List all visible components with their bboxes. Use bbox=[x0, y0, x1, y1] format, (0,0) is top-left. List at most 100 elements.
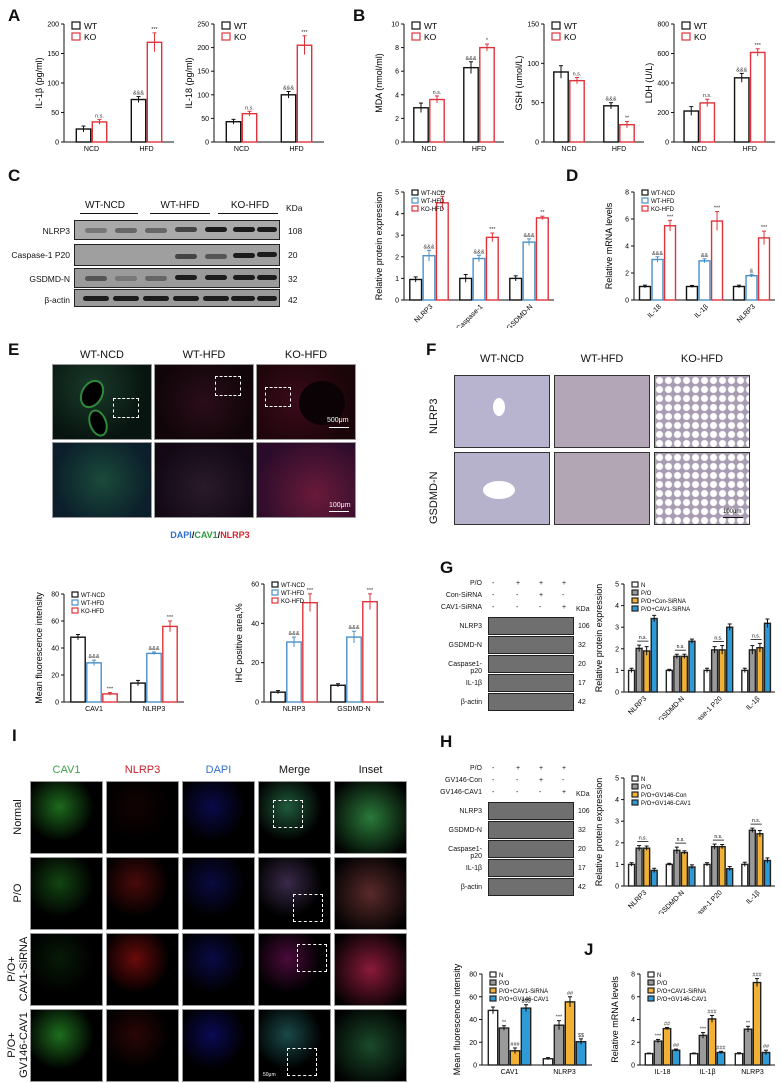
fluorescence-image bbox=[106, 781, 179, 854]
blot-band bbox=[488, 655, 574, 673]
svg-text:P/O+CAV1-SiRNA: P/O+CAV1-SiRNA bbox=[657, 989, 706, 995]
svg-text:2: 2 bbox=[631, 1040, 635, 1047]
blot-band bbox=[488, 878, 574, 896]
svg-text:***: *** bbox=[655, 1033, 662, 1039]
svg-text:Mean fluorescence intensity: Mean fluorescence intensity bbox=[452, 963, 462, 1075]
sign: + bbox=[539, 592, 544, 599]
blot-row-label: GSDMD-N bbox=[29, 274, 70, 284]
western-blot-h: P/O GV146-Con GV146-CAV1 - + + + - - + -… bbox=[440, 763, 590, 898]
svg-text:WT-NCD: WT-NCD bbox=[281, 583, 306, 589]
fluorescence-image bbox=[30, 933, 103, 1006]
column-label-cav1: CAV1 bbox=[52, 764, 81, 776]
blot-row-label: NLRP3 bbox=[459, 808, 482, 815]
svg-text:WT-NCD: WT-NCD bbox=[651, 191, 676, 197]
sign: - bbox=[539, 604, 542, 611]
svg-text:***: *** bbox=[439, 190, 446, 196]
svg-text:CAV1: CAV1 bbox=[85, 706, 103, 713]
svg-text:NLRP3: NLRP3 bbox=[283, 706, 306, 713]
sign: + bbox=[562, 604, 567, 611]
svg-text:###: ### bbox=[707, 1010, 717, 1016]
svg-text:***: *** bbox=[755, 43, 762, 49]
svg-text:6: 6 bbox=[631, 994, 635, 1001]
svg-text:100: 100 bbox=[47, 81, 59, 88]
svg-text:10: 10 bbox=[391, 22, 399, 29]
svg-text:600: 600 bbox=[657, 51, 669, 58]
svg-text:IL-1β: IL-1β bbox=[694, 303, 710, 319]
svg-text:##: ## bbox=[567, 991, 574, 997]
svg-text:*: * bbox=[486, 38, 489, 44]
fluorescence-image bbox=[106, 857, 179, 930]
panel-label-j: J bbox=[584, 940, 594, 959]
svg-text:&&&: &&& bbox=[283, 85, 294, 91]
if-image-ko-hfd-low: 500μm bbox=[256, 364, 356, 440]
row-label-line: P/O bbox=[12, 883, 24, 903]
svg-text:2: 2 bbox=[615, 646, 619, 653]
chart-g-protein: 0 1 2 3 4 5 Relative protein expression n.s. NLR… bbox=[594, 581, 775, 720]
svg-text:NLRP3: NLRP3 bbox=[413, 303, 434, 324]
svg-text:***: *** bbox=[107, 687, 114, 693]
svg-text:***: *** bbox=[151, 27, 158, 33]
svg-text:N: N bbox=[641, 777, 645, 783]
fluorescence-image bbox=[182, 1009, 255, 1082]
chart-d-mrna: 0 2 4 6 8 Relative mRNA levels &&& *** IL-18 && **… bbox=[604, 189, 775, 324]
legend-sep: / bbox=[217, 530, 221, 540]
svg-text:NCD: NCD bbox=[421, 146, 436, 153]
kda-value: 32 bbox=[578, 827, 586, 834]
row-label-line: P/O+ bbox=[6, 956, 18, 982]
chart-i-mfi: 0 20 40 60 80 Mean fluorescence intensity ** ##… bbox=[452, 963, 592, 1076]
chart-f-ihc: 0 20 40 60 IHC positive area,% &&& *** NLRP3 &&&… bbox=[234, 581, 384, 713]
svg-text:n.s.: n.s. bbox=[677, 644, 685, 650]
sign: - bbox=[492, 789, 495, 796]
panel-f-ihc: WT-NCD WT-HFD KO-HFD NLRP3 GSDMD-N 100μm bbox=[420, 340, 781, 540]
panel-label-a: A bbox=[8, 6, 21, 25]
svg-text:100: 100 bbox=[527, 61, 539, 68]
svg-text:6: 6 bbox=[395, 69, 399, 76]
svg-text:**: ** bbox=[540, 210, 545, 216]
svg-text:P/O+CAV1-SiRNA: P/O+CAV1-SiRNA bbox=[641, 607, 690, 613]
kda-value: 20 bbox=[578, 661, 586, 668]
row-label-nlrp3: NLRP3 bbox=[428, 398, 440, 434]
row-label-line: Normal bbox=[12, 799, 24, 835]
fluorescence-image bbox=[182, 933, 255, 1006]
svg-text:n.s.: n.s. bbox=[714, 636, 722, 642]
column-label-nlrp3: NLRP3 bbox=[124, 764, 161, 776]
if-image-wt-hfd-low bbox=[154, 364, 254, 440]
blot-group-label: WT-HFD bbox=[160, 200, 200, 211]
svg-text:0: 0 bbox=[395, 298, 399, 305]
svg-text:NLRP3: NLRP3 bbox=[741, 1069, 764, 1076]
svg-text:***: *** bbox=[301, 30, 308, 36]
fluorescence-image bbox=[258, 857, 331, 930]
svg-text:P/O+GV146-Con: P/O+GV146-Con bbox=[641, 793, 687, 799]
svg-text:&&&: &&& bbox=[288, 631, 299, 637]
legend-sep: / bbox=[191, 530, 195, 540]
svg-text:Relative mRNA levels: Relative mRNA levels bbox=[604, 202, 614, 289]
ihc-image bbox=[554, 452, 650, 525]
svg-text:&&&: &&& bbox=[88, 654, 99, 660]
svg-text:HFD: HFD bbox=[139, 146, 153, 153]
panel-i-grid: CAV1 NLRP3 DAPI Merge Inset Normal P/O P/O… bbox=[0, 755, 420, 1083]
if-image-wt-ncd-high bbox=[52, 442, 152, 518]
svg-text:4: 4 bbox=[625, 244, 629, 251]
svg-text:4: 4 bbox=[395, 211, 399, 218]
svg-text:60: 60 bbox=[51, 619, 59, 626]
fluorescence-image bbox=[30, 857, 103, 930]
fluorescence-image bbox=[334, 781, 407, 854]
western-blot-g: P/O Con-SiRNA CAV1-SiRNA - + + + - - + -… bbox=[440, 578, 590, 713]
svg-text:***: *** bbox=[714, 206, 721, 212]
svg-text:&&&: &&& bbox=[523, 233, 534, 239]
chart-c-protein: 0 1 2 3 4 5 Relative protein expression &&& *** N… bbox=[374, 189, 554, 328]
svg-text:6: 6 bbox=[625, 217, 629, 224]
row-label-line: CAV1-SiRNA bbox=[18, 936, 30, 1002]
if-image-ko-hfd-high: 100μm bbox=[256, 442, 356, 518]
svg-text:***: *** bbox=[667, 214, 674, 220]
kda-value: 17 bbox=[578, 865, 586, 872]
blot-row-label: β-actin bbox=[44, 295, 70, 305]
sign: + bbox=[539, 777, 544, 784]
svg-text:0: 0 bbox=[205, 140, 209, 147]
svg-text:NLRP3: NLRP3 bbox=[553, 1069, 576, 1076]
svg-text:Mean fluorescence intensity: Mean fluorescence intensity bbox=[34, 592, 44, 704]
svg-text:WT-NCD: WT-NCD bbox=[81, 593, 106, 599]
svg-text:Relative protein expression: Relative protein expression bbox=[374, 192, 384, 301]
svg-text:WT-HFD: WT-HFD bbox=[421, 199, 445, 205]
